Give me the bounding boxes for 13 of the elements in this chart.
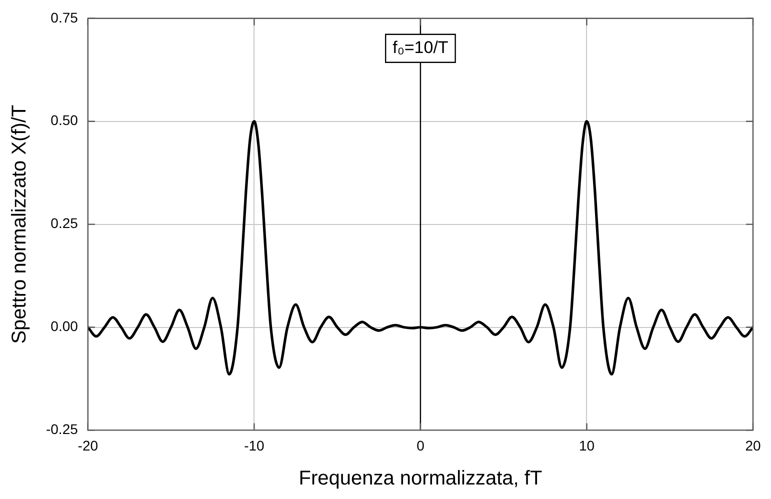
annotation: f₀=10/T: [392, 38, 448, 58]
x-tick-label: 10: [578, 437, 595, 454]
y-tick-label: 0.00: [50, 318, 78, 334]
y-tick-label: 0.25: [50, 215, 78, 232]
y-tick-label: 0.75: [50, 9, 78, 26]
x-tick-label: 20: [745, 437, 761, 454]
y-axis-title: Spettro normalizzato X(f)/T: [8, 104, 31, 344]
y-tick-label: -0.25: [46, 421, 78, 438]
y-tick-label: 0.50: [50, 112, 78, 128]
x-tick-label: 0: [416, 437, 425, 454]
x-tick-label: -20: [78, 437, 98, 454]
x-tick-label: -10: [244, 437, 265, 454]
x-axis-title: Frequenza normalizzata, fT: [298, 468, 542, 490]
